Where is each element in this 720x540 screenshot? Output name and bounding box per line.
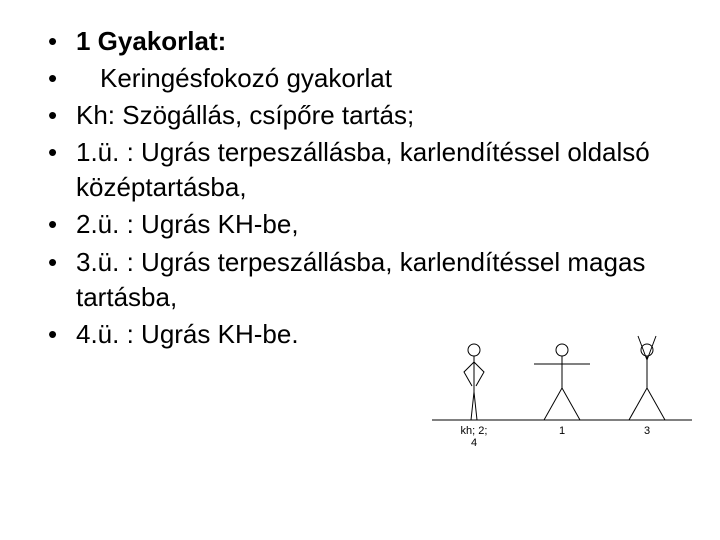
stick-figure-kh <box>464 344 484 420</box>
bullet-text: 4.ü. : Ugrás KH-be. <box>76 319 299 349</box>
figure-label-right: 3 <box>644 425 650 437</box>
figure-label-center: 1 <box>559 425 565 437</box>
bullet-text: Keringésfokozó gyakorlat <box>76 61 392 96</box>
bullet-item: 2.ü. : Ugrás KH-be, <box>40 207 680 242</box>
bullet-text: 3.ü. : Ugrás terpeszállásba, karlendítés… <box>76 247 645 312</box>
bullet-item: 1 Gyakorlat: <box>40 24 680 59</box>
exercise-diagram: kh; 2;4 1 3 <box>432 330 692 460</box>
slide: 1 Gyakorlat: Keringésfokozó gyakorlat Kh… <box>0 0 720 540</box>
bullet-item: Kh: Szögállás, csípőre tartás; <box>40 98 680 133</box>
bullet-text: 1 Gyakorlat: <box>76 26 226 56</box>
bullet-item: 3.ü. : Ugrás terpeszállásba, karlendítés… <box>40 245 680 315</box>
bullet-item: Keringésfokozó gyakorlat <box>40 61 680 96</box>
stick-figure-3 <box>629 336 665 420</box>
bullet-list: 1 Gyakorlat: Keringésfokozó gyakorlat Kh… <box>40 24 680 352</box>
bullet-item: 1.ü. : Ugrás terpeszállásba, karlendítés… <box>40 135 680 205</box>
figure-label-left: kh; 2;4 <box>461 425 488 449</box>
stick-figure-1 <box>534 344 590 420</box>
stick-figure-svg: kh; 2;4 1 3 <box>432 330 692 460</box>
bullet-text: 1.ü. : Ugrás terpeszállásba, karlendítés… <box>76 137 650 202</box>
bullet-text: Kh: Szögállás, csípőre tartás; <box>76 100 414 130</box>
bullet-text: 2.ü. : Ugrás KH-be, <box>76 209 299 239</box>
